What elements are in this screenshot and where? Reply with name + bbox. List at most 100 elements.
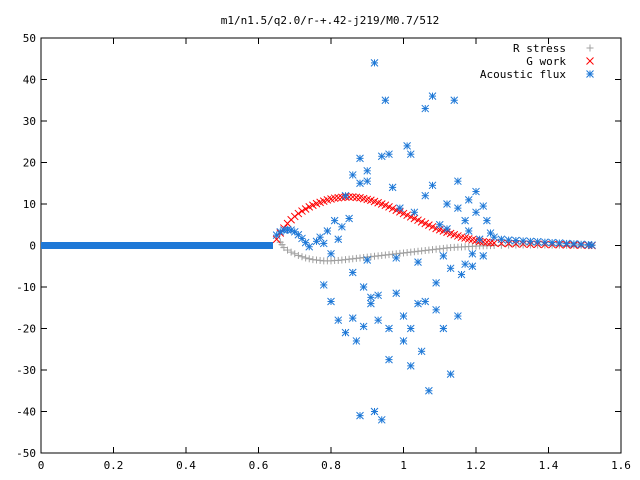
- data-point: [446, 370, 455, 379]
- data-point: [377, 152, 386, 161]
- data-point: [570, 239, 578, 248]
- data-point: [291, 250, 299, 258]
- data-point: [352, 193, 361, 202]
- series-g-work: [272, 193, 596, 250]
- data-point: [406, 324, 415, 333]
- data-point: [504, 239, 513, 248]
- data-point: [370, 407, 379, 416]
- data-point: [421, 191, 430, 200]
- data-point: [454, 204, 462, 213]
- data-point: [475, 235, 484, 244]
- x-tick-label: 1.2: [466, 459, 486, 472]
- data-point: [472, 187, 480, 196]
- data-point: [348, 171, 357, 179]
- data-point: [439, 252, 448, 260]
- data-point: [406, 361, 415, 370]
- legend-marker-acoustic-flux: [586, 70, 594, 78]
- data-point: [403, 142, 411, 150]
- data-point: [396, 204, 404, 213]
- data-point: [425, 386, 433, 395]
- data-point: [298, 207, 306, 215]
- data-point: [464, 195, 473, 204]
- data-point: [450, 96, 459, 105]
- data-point: [446, 264, 455, 273]
- data-point: [302, 254, 310, 262]
- data-point: [533, 237, 542, 246]
- data-point: [341, 191, 350, 200]
- data-point: [316, 233, 324, 242]
- data-point: [588, 241, 596, 249]
- data-point: [330, 216, 339, 225]
- data-point: [428, 92, 437, 100]
- data-point: [284, 246, 291, 254]
- x-tick-label: 0.8: [321, 459, 341, 472]
- data-point: [555, 239, 564, 247]
- legend-label-r-stress: R stress: [513, 42, 566, 55]
- legend-label-acoustic-flux: Acoustic flux: [480, 68, 566, 81]
- data-point: [497, 235, 506, 244]
- x-tick-label: 0.4: [176, 459, 196, 472]
- data-point: [541, 238, 549, 247]
- data-point: [417, 347, 426, 356]
- data-point: [327, 297, 335, 306]
- x-tick-label: 0.2: [104, 459, 124, 472]
- data-point: [399, 337, 408, 345]
- data-point: [486, 229, 495, 237]
- y-tick-label: 50: [23, 32, 36, 45]
- data-point: [359, 322, 368, 331]
- y-tick-label: -50: [16, 447, 36, 460]
- data-point: [457, 270, 466, 279]
- data-point: [377, 415, 386, 424]
- data-point: [348, 314, 357, 322]
- axis-ticks: 0 0.2 0.4 0.6 0.8 1 1.2 1.4 1.6 50 40 30 20 10 0 -10 -20…: [16, 32, 631, 472]
- data-point: [305, 255, 313, 263]
- y-tick-label: -20: [16, 323, 36, 336]
- x-tick-label: 0: [38, 459, 45, 472]
- data-point: [479, 202, 488, 210]
- data-point: [414, 299, 422, 308]
- data-point: [479, 252, 488, 260]
- x-tick-label: 1: [400, 459, 407, 472]
- data-point: [338, 222, 346, 231]
- x-tick-label: 1.4: [539, 459, 559, 472]
- data-point: [278, 241, 286, 249]
- data-point: [290, 227, 299, 236]
- data-point: [432, 305, 440, 314]
- data-point: [352, 337, 361, 345]
- data-point: [435, 220, 444, 229]
- data-point: [406, 150, 415, 159]
- data-point: [356, 154, 364, 163]
- series-layer: [41, 59, 596, 424]
- data-point: [363, 256, 372, 264]
- data-point: [577, 240, 585, 249]
- data-point: [370, 59, 379, 67]
- data-point: [454, 312, 462, 320]
- data-point: [490, 233, 498, 242]
- data-point: [294, 209, 303, 218]
- data-point: [399, 312, 408, 320]
- data-point: [428, 181, 437, 190]
- data-point: [348, 193, 357, 201]
- data-point: [341, 328, 350, 337]
- x-tick-label: 1.6: [611, 459, 631, 472]
- data-point: [319, 281, 328, 289]
- data-point: [461, 260, 469, 269]
- data-point: [385, 324, 393, 333]
- data-point: [410, 208, 419, 217]
- data-point: [290, 212, 299, 221]
- data-point: [421, 297, 430, 306]
- y-tick-label: 30: [23, 115, 36, 128]
- data-point: [468, 262, 477, 271]
- data-point: [443, 200, 451, 208]
- data-point: [421, 104, 430, 113]
- data-point: [381, 96, 390, 105]
- data-point: [359, 283, 368, 291]
- data-point: [512, 236, 520, 245]
- acoustic-flux-baseline-band: [41, 242, 273, 249]
- data-point: [548, 238, 556, 247]
- data-point: [432, 278, 440, 287]
- data-point: [392, 289, 401, 298]
- data-point: [294, 251, 302, 259]
- data-point: [280, 244, 288, 252]
- legend: R stress G work Acoustic flux: [480, 42, 594, 81]
